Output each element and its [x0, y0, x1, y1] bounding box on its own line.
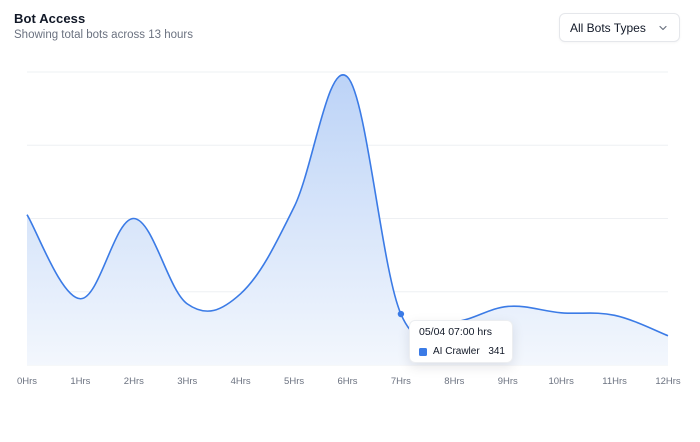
x-tick-label: 8Hrs — [444, 376, 464, 387]
tooltip-title: 05/04 07:00 hrs — [419, 326, 492, 338]
x-tick-label: 10Hrs — [548, 376, 574, 387]
x-tick-label: 12Hrs — [655, 376, 681, 387]
page-subtitle: Showing total bots across 13 hours — [14, 29, 193, 41]
series-area — [27, 74, 668, 366]
series-swatch-icon — [419, 347, 427, 356]
x-tick-label: 2Hrs — [124, 376, 144, 387]
x-tick-label: 7Hrs — [391, 376, 411, 387]
x-tick-label: 11Hrs — [602, 376, 627, 387]
bot-type-select-value: All Bots Types — [570, 20, 646, 35]
bot-type-select[interactable]: All Bots Types — [559, 13, 680, 42]
x-tick-label: 5Hrs — [284, 376, 304, 387]
x-tick-label: 6Hrs — [337, 376, 357, 387]
tooltip-series-value: 341 — [488, 346, 505, 357]
highlighted-data-point[interactable] — [397, 310, 405, 318]
x-tick-label: 3Hrs — [177, 376, 197, 387]
x-tick-label: 0Hrs — [17, 376, 37, 387]
x-tick-label: 4Hrs — [231, 376, 251, 387]
x-tick-label: 9Hrs — [498, 376, 518, 387]
x-tick-label: 1Hrs — [70, 376, 90, 387]
tooltip-row: AI Crawler 341 — [419, 346, 505, 357]
chevron-down-icon — [659, 25, 667, 31]
tooltip-series-name: AI Crawler — [433, 346, 480, 357]
chart-tooltip: 05/04 07:00 hrs AI Crawler 341 — [409, 320, 513, 363]
series-line — [26, 74, 669, 337]
page-title: Bot Access — [14, 11, 86, 26]
